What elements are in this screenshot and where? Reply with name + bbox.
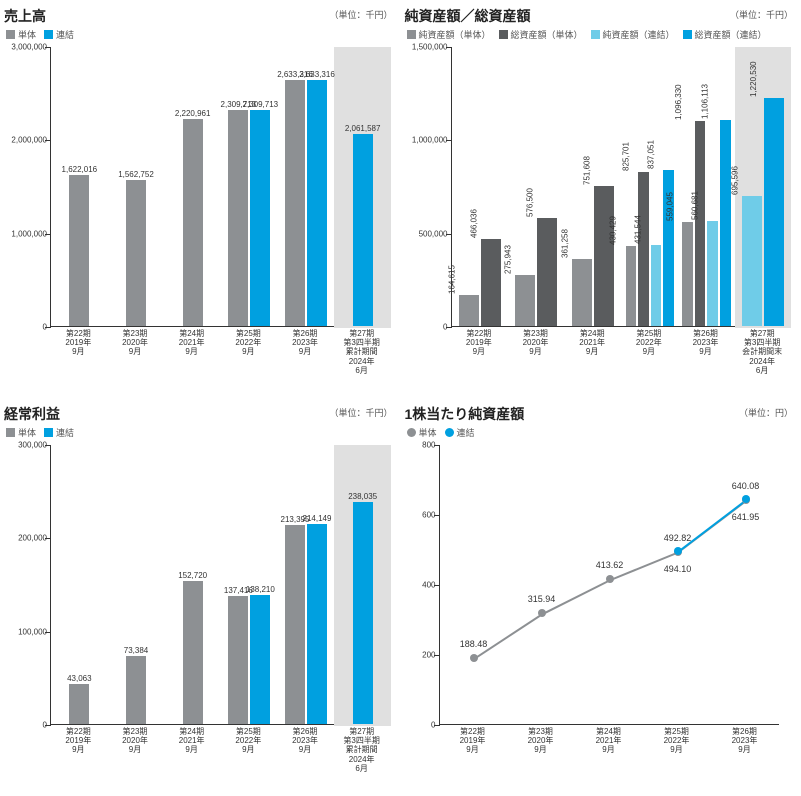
chart-legend: 単体連結	[407, 426, 798, 439]
chart-unit: （単位：千円）	[329, 406, 392, 419]
profit-chart: 経常利益 （単位：千円） 単体連結 0100,000200,000300,000…	[0, 398, 401, 796]
chart-legend: 単体連結	[6, 28, 397, 41]
sales-chart: 売上高 （単位：千円） 単体連結 01,000,0002,000,0003,00…	[0, 0, 401, 398]
bps-chart: 1株当たり純資産額 （単位：円） 単体連結 0200400600800188.4…	[401, 398, 801, 796]
chart-unit: （単位：千円）	[730, 8, 793, 21]
chart-legend: 単体連結	[6, 426, 397, 439]
chart-legend: 純資産額（単体）総資産額（単体）純資産額（連結）総資産額（連結）	[407, 28, 798, 41]
chart-unit: （単位：円）	[739, 406, 793, 419]
chart-unit: （単位：千円）	[329, 8, 392, 21]
assets-chart: 純資産額／総資産額 （単位：千円） 純資産額（単体）総資産額（単体）純資産額（連…	[401, 0, 801, 398]
